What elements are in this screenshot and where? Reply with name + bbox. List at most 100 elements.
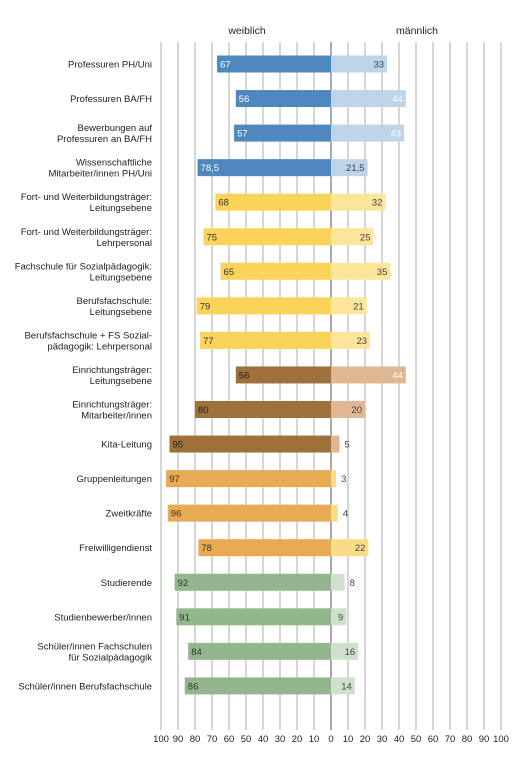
x-tick-label: 50: [411, 734, 422, 745]
category-label: Professuren BA/FH: [70, 94, 152, 105]
bar-weiblich: [217, 55, 331, 73]
bar-maennlich: [331, 435, 340, 453]
x-tick-label: 80: [462, 734, 473, 745]
value-label-weiblich: 78,5: [201, 163, 220, 174]
x-tick-label: 10: [343, 734, 354, 745]
bar-maennlich: [331, 193, 386, 211]
value-label-weiblich: 77: [203, 336, 214, 347]
bar-weiblich: [184, 677, 331, 695]
header-weiblich: weiblich: [227, 25, 266, 37]
bar-maennlich: [331, 55, 388, 73]
x-tick-label: 90: [173, 734, 184, 745]
value-label-weiblich: 65: [224, 267, 235, 278]
value-label-weiblich: 68: [218, 198, 229, 209]
bar-maennlich: [331, 90, 406, 108]
value-label-maennlich: 44: [392, 370, 403, 381]
value-label-weiblich: 78: [201, 543, 212, 554]
category-label: Kita-Leitung: [101, 440, 152, 451]
bar-maennlich: [331, 573, 345, 591]
x-axis-ticks: 100 90 80 70 60 50 40 30 20 10 0 10 20 30 40 50 60 70 80 90…: [153, 734, 509, 745]
bar-weiblich: [196, 297, 331, 315]
bar-maennlich: [331, 470, 337, 488]
x-tick-label: 40: [394, 734, 405, 745]
bar-maennlich: [331, 504, 338, 522]
bar-weiblich: [197, 159, 331, 177]
value-label-weiblich: 67: [220, 60, 231, 71]
bar-weiblich: [235, 366, 331, 384]
bar-weiblich: [234, 124, 331, 142]
value-label-weiblich: 75: [207, 232, 218, 243]
category-label: Fort- und Weiterbildungsträger: Lehrperso…: [21, 227, 152, 249]
value-label-weiblich: 56: [239, 94, 250, 105]
category-label: Wissenschaftliche Mitarbeiter/innen PH/Un…: [49, 158, 153, 180]
value-label-maennlich: 20: [351, 405, 362, 416]
value-label-maennlich: 23: [357, 336, 368, 347]
bar-maennlich: [331, 124, 405, 142]
x-tick-label: 90: [479, 734, 490, 745]
x-tick-label: 70: [207, 734, 218, 745]
bar-maennlich: [331, 539, 369, 557]
value-label-maennlich: 22: [355, 543, 366, 554]
category-label: Berufsfachschule: Leitungsebene: [76, 296, 152, 318]
bar-weiblich: [198, 539, 331, 557]
value-label-weiblich: 95: [173, 440, 184, 451]
bar-weiblich: [176, 608, 331, 626]
category-label: Schüler/innen Fachschulen für Sozialpädag…: [37, 641, 152, 663]
x-tick-label: 40: [258, 734, 269, 745]
category-label: Freiwilligendienst: [79, 543, 152, 554]
category-label: Studienbewerber/innen: [54, 612, 152, 623]
value-label-weiblich: 80: [198, 405, 209, 416]
bar-maennlich: [331, 262, 391, 280]
value-label-weiblich: 79: [200, 301, 211, 312]
value-label-weiblich: 92: [178, 578, 189, 589]
value-label-weiblich: 96: [171, 509, 182, 520]
category-label: Fort- und Weiterbildungsträger: Leitungse…: [21, 192, 152, 214]
x-tick-label: 80: [190, 734, 201, 745]
category-label: Professuren PH/Uni: [68, 60, 152, 71]
bar-maennlich: [331, 331, 371, 349]
value-label-weiblich: 91: [179, 612, 190, 623]
category-label: Zweitkräfte: [106, 509, 152, 520]
value-label-maennlich: 33: [374, 60, 385, 71]
bar-maennlich: [331, 228, 374, 246]
x-tick-label: 70: [445, 734, 456, 745]
bar-weiblich: [169, 435, 331, 453]
bar-weiblich: [195, 401, 331, 418]
bar-maennlich: [331, 159, 368, 177]
category-label: Einrichtungsträger: Leitungsebene: [72, 365, 152, 387]
value-label-maennlich: 14: [341, 681, 352, 692]
x-tick-label: 10: [309, 734, 320, 745]
bar-weiblich: [166, 470, 331, 488]
value-label-weiblich: 86: [188, 681, 199, 692]
bar-weiblich: [167, 504, 331, 522]
bar-maennlich: [331, 297, 367, 315]
bar-weiblich: [203, 228, 331, 246]
value-label-maennlich: 25: [360, 232, 371, 243]
category-label: Bewerbungen auf Professuren an BA/FH: [57, 123, 152, 145]
bar-maennlich: [331, 608, 347, 626]
category-label: Gruppenleitungen: [76, 474, 152, 485]
x-tick-label: 20: [292, 734, 303, 745]
category-label: Einrichtungsträger: Mitarbeiter/innen: [72, 400, 152, 422]
category-labels: Professuren PH/Uni Professuren BA/FH Bewer…: [15, 60, 153, 693]
bar-weiblich: [215, 193, 331, 211]
x-tick-label: 30: [377, 734, 388, 745]
grid-lines: [160, 42, 502, 730]
value-label-maennlich: 3: [341, 474, 346, 485]
bar-weiblich: [188, 642, 331, 660]
bar-weiblich: [174, 573, 331, 591]
value-label-weiblich: 56: [239, 370, 250, 381]
value-label-weiblich: 84: [191, 647, 202, 658]
value-label-maennlich: 8: [350, 578, 355, 589]
value-label-maennlich: 4: [343, 509, 348, 520]
bar-maennlich: [331, 366, 406, 384]
value-label-maennlich: 5: [345, 440, 350, 451]
bar-weiblich: [220, 262, 331, 280]
x-tick-label: 20: [360, 734, 371, 745]
value-label-maennlich: 43: [391, 129, 402, 140]
x-tick-label: 100: [493, 734, 509, 745]
value-label-maennlich: 32: [372, 198, 383, 209]
x-tick-label: 0: [328, 734, 333, 745]
